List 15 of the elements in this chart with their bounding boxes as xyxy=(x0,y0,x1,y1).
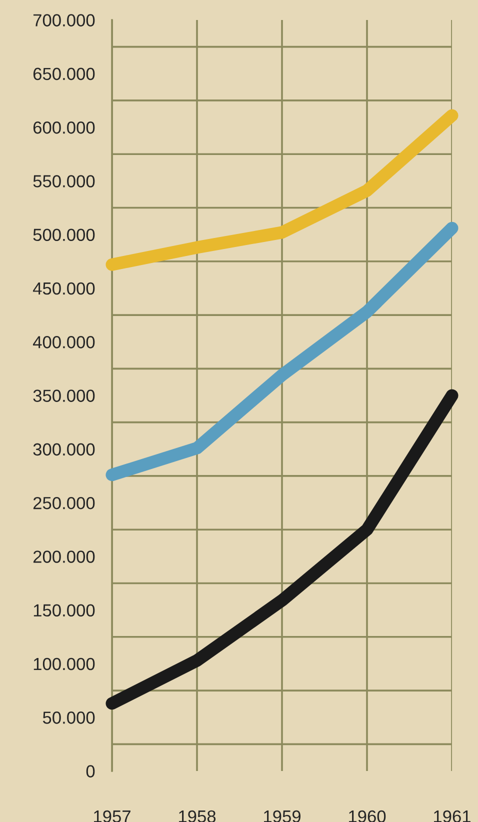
y-tick-label: 550.000 xyxy=(33,175,95,188)
y-tick-label: 50.000 xyxy=(42,712,95,724)
y-tick-label: 400.000 xyxy=(32,336,95,348)
y-tick-label: 150.000 xyxy=(34,604,95,617)
y-tick-label: 0 xyxy=(86,765,95,778)
y-tick-label: 700.000 xyxy=(33,14,95,26)
y-tick-label: 650.000 xyxy=(33,68,95,80)
y-tick-label: 500.000 xyxy=(33,228,95,242)
y-tick-label: 450.000 xyxy=(32,282,95,295)
y-tick-label: 250.000 xyxy=(33,496,95,510)
y-tick-label: 350.000 xyxy=(33,390,95,402)
y-tick-label: 100.000 xyxy=(34,658,95,670)
y-tick-label: 200.000 xyxy=(33,550,95,563)
y-tick-label: 300.000 xyxy=(33,443,95,456)
y-tick-label: 600.000 xyxy=(33,121,95,134)
